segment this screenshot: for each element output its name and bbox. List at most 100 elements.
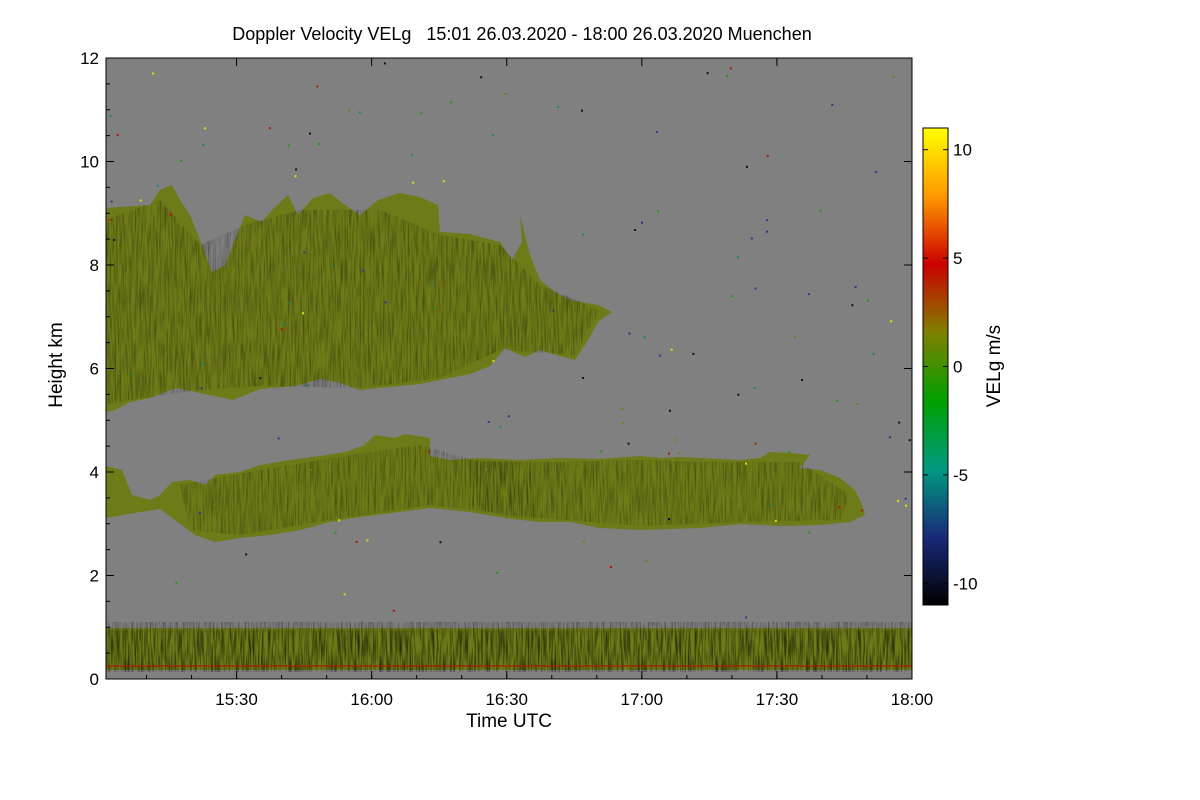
speckle [872, 352, 875, 355]
speckle [851, 304, 854, 307]
speckle [640, 221, 643, 224]
speckle [744, 462, 747, 465]
y-tick-label: 8 [90, 256, 99, 275]
speckle [491, 134, 494, 137]
speckle [771, 503, 774, 506]
speckle [726, 75, 729, 78]
speckle [819, 209, 822, 212]
speckle [131, 373, 134, 376]
speckle [442, 180, 445, 183]
speckle [904, 497, 907, 500]
speckle [175, 582, 178, 585]
speckle [280, 328, 283, 331]
speckle [582, 540, 585, 543]
speckle [692, 352, 695, 355]
speckle [581, 233, 584, 236]
speckle [318, 143, 321, 146]
speckle [383, 62, 386, 65]
speckle [439, 541, 442, 544]
speckle [357, 272, 360, 275]
speckle [431, 307, 434, 310]
speckle [310, 468, 313, 471]
speckle [302, 312, 305, 315]
near-surface-green [106, 630, 912, 670]
colorbar-tick-label: 10 [953, 141, 972, 160]
speckle [213, 503, 216, 506]
speckle [503, 317, 506, 320]
speckle [504, 93, 507, 96]
speckle [772, 472, 775, 475]
speckle [645, 560, 648, 563]
speckle [431, 281, 434, 284]
speckle [169, 213, 172, 216]
speckle [737, 393, 740, 396]
speckle [774, 519, 777, 522]
speckle [729, 67, 732, 70]
colorbar-tick-label: -10 [953, 574, 978, 593]
speckle [409, 195, 412, 198]
x-axis: 15:30 16:00 16:30 17:00 17:30 18:00 [146, 58, 933, 709]
speckle [507, 415, 510, 418]
speckle [392, 609, 395, 612]
speckle [414, 282, 417, 285]
x-tick-label: 16:00 [350, 690, 393, 709]
colorbar-tick-label: 0 [953, 358, 962, 377]
speckle [557, 105, 560, 108]
speckle [366, 539, 369, 542]
speckle [180, 159, 183, 162]
speckle [420, 112, 423, 115]
speckle [109, 115, 112, 118]
speckle [358, 111, 361, 114]
speckle [200, 387, 203, 390]
colorbar-ticks: 10 5 0 -5 -10 [923, 141, 978, 593]
speckle [656, 210, 659, 213]
speckle [627, 442, 630, 445]
y-tick-label: 4 [90, 463, 99, 482]
speckle [152, 72, 155, 75]
speckle [268, 127, 271, 130]
x-tick-label: 17:00 [621, 690, 664, 709]
speckle [667, 452, 670, 455]
speckle [428, 450, 431, 453]
y-tick-label: 2 [90, 567, 99, 586]
speckle [628, 332, 631, 335]
speckle [202, 144, 205, 147]
y-axis: 0 2 4 6 8 10 12 [80, 49, 912, 689]
speckle [861, 509, 864, 512]
speckle [766, 154, 769, 157]
speckle [139, 199, 142, 202]
y-tick-label: 12 [80, 49, 99, 68]
speckle [808, 531, 811, 534]
speckle [277, 437, 280, 440]
speckle [897, 499, 900, 502]
speckle [753, 386, 756, 389]
x-tick-label: 16:30 [485, 690, 528, 709]
speckle [309, 132, 312, 135]
speckle [259, 377, 262, 380]
x-tick-label: 17:30 [756, 690, 799, 709]
speckle [838, 506, 841, 509]
speckle [609, 566, 612, 569]
speckle [766, 230, 769, 233]
speckle [410, 154, 413, 157]
speckle [156, 184, 159, 187]
speckle [754, 442, 757, 445]
speckle [744, 616, 747, 619]
speckle [668, 409, 671, 412]
x-tick-label: 15:30 [215, 690, 258, 709]
speckle [307, 384, 310, 387]
speckle [908, 439, 911, 442]
speckle [287, 144, 290, 147]
speckle [801, 379, 804, 382]
speckle [316, 85, 319, 88]
speckle [836, 399, 839, 402]
speckle [788, 450, 791, 453]
speckle [671, 460, 674, 463]
velocity-field [106, 62, 912, 672]
speckle [621, 422, 624, 425]
speckle [295, 168, 298, 171]
speckle [331, 264, 334, 267]
speckle [110, 200, 113, 203]
speckle [731, 295, 734, 298]
